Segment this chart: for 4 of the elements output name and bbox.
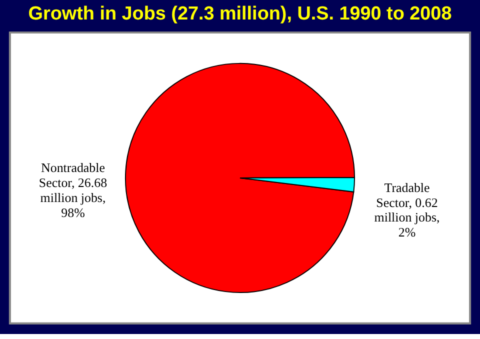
pie-slice bbox=[125, 62, 356, 293]
slice-label: Tradable Sector, 0.62 million jobs, 2% bbox=[374, 180, 440, 240]
chart-title: Growth in Jobs (27.3 million), U.S. 1990 to 2008 bbox=[28, 4, 452, 25]
slice-label: Nontradable Sector, 26.68 million jobs, 98% bbox=[38, 160, 108, 220]
